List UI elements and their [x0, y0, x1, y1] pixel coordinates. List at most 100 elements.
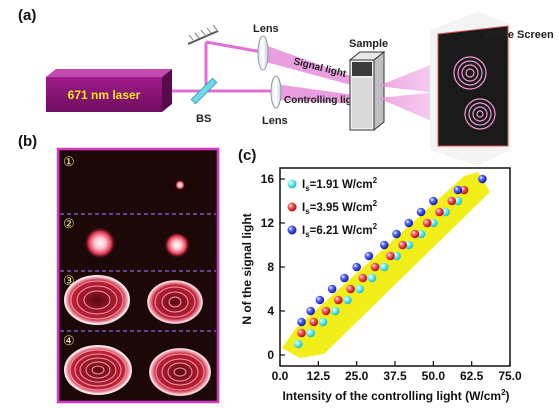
bs-label: BS — [196, 113, 211, 125]
frame-3-rings-left — [64, 275, 130, 325]
data-point — [343, 295, 352, 305]
data-point — [453, 185, 463, 195]
x-axis-label-sup: 2 — [501, 388, 506, 397]
data-point — [340, 273, 349, 283]
data-point — [352, 262, 361, 272]
data-point — [318, 317, 328, 327]
panel-b: (b) — [18, 133, 220, 404]
x-axis-label: Intensity of the controlling light (W/cm… — [282, 388, 509, 403]
x-tick-label: 0.0 — [272, 369, 289, 383]
panel-b-label: (b) — [18, 133, 37, 150]
legend-marker — [287, 225, 297, 235]
legend-entry: Is=3.95 W/cm2 — [302, 199, 378, 216]
frame-3-marker: ③ — [63, 273, 75, 288]
data-point — [422, 218, 432, 228]
x-tick-label: 75.0 — [498, 369, 522, 383]
legend-marker — [287, 202, 297, 212]
data-point — [321, 306, 331, 316]
legend-entry: Is=1.91 W/cm2 — [302, 176, 378, 193]
data-point — [392, 251, 401, 261]
x-tick-label: 37.5 — [383, 369, 407, 383]
frame-1-spot — [175, 180, 185, 190]
panel-a-label: (a) — [18, 7, 36, 24]
y-axis-label: N of the signal light — [240, 213, 254, 324]
data-point — [333, 295, 343, 305]
sample-label: Sample — [349, 38, 388, 50]
x-tick-label: 62.5 — [460, 369, 484, 383]
legend-marker — [287, 179, 297, 189]
data-point — [416, 207, 426, 217]
lens-bottom-label: Lens — [262, 115, 288, 127]
data-point — [441, 207, 450, 217]
laser-box — [46, 69, 172, 112]
screen-rings-top — [453, 56, 487, 90]
data-point — [297, 317, 306, 327]
x-axis-label-main: Intensity of the controlling light (W/cm — [282, 389, 501, 403]
data-point — [330, 306, 340, 316]
data-point — [327, 284, 337, 294]
data-point — [404, 218, 414, 228]
data-point — [306, 306, 315, 316]
panel-a: (a) BS 671 nm laser — [18, 7, 554, 166]
data-point — [392, 229, 401, 239]
x-tick-label: 12.5 — [307, 369, 331, 383]
data-point — [364, 251, 374, 261]
sample-cuvette — [348, 50, 386, 132]
data-point — [315, 295, 325, 305]
beam-splitter — [190, 77, 218, 105]
y-tick-label: 0 — [267, 348, 274, 362]
frame-dividers — [60, 213, 216, 332]
screen-rings-bottom — [464, 98, 496, 130]
y-tick-label: 16 — [261, 172, 275, 186]
data-point — [453, 196, 463, 206]
mirror — [187, 24, 219, 45]
data-point — [398, 240, 407, 250]
legend: Is=1.91 W/cm2 Is=3.95 W/cm2 Is=6.21 W/cm2 — [287, 176, 378, 239]
controlling-beam — [275, 84, 362, 104]
frame-4-rings-left — [64, 345, 132, 395]
frame-2-spot-left — [84, 227, 116, 259]
y-tick-label: 8 — [267, 260, 274, 274]
y-ticks: 0 4 8 12 16 — [261, 172, 285, 362]
frame-4-rings-right — [149, 348, 211, 396]
data-point — [297, 328, 306, 338]
data-point — [379, 262, 389, 272]
data-point — [367, 273, 377, 283]
frame-2-spot-right — [164, 232, 190, 258]
lens-top — [257, 35, 269, 71]
panel-c-label: (c) — [238, 147, 256, 164]
data-point — [358, 273, 368, 283]
data-point — [294, 339, 303, 349]
data-point — [459, 185, 469, 195]
signal-beam — [262, 44, 362, 88]
data-point — [386, 251, 395, 261]
y-tick-label: 12 — [261, 216, 275, 230]
screen-label: White Screen — [484, 29, 554, 41]
frame-1-marker: ① — [63, 154, 75, 169]
data-point — [416, 229, 426, 239]
data-point — [404, 240, 414, 250]
data-point — [429, 196, 438, 206]
lens-top-label: Lens — [253, 23, 279, 35]
panel-c: (c) 0.0 12.5 25.0 37.5 50.0 62.5 75.0 0481216 … — [238, 147, 522, 403]
data-point — [346, 284, 355, 294]
data-point — [306, 328, 315, 338]
lens-bottom — [270, 75, 282, 109]
data-point — [370, 262, 380, 272]
data-point — [309, 317, 319, 327]
legend-entry: Is=6.21 W/cm2 — [302, 222, 378, 239]
frame-3-rings-right — [147, 280, 203, 324]
data-point — [478, 174, 487, 184]
data-point — [410, 229, 420, 239]
laser-label: 671 nm laser — [68, 88, 141, 102]
y-tick-label: 4 — [267, 304, 274, 318]
x-tick-label: 50.0 — [422, 369, 446, 383]
data-point — [379, 240, 389, 250]
x-tick-label: 25.0 — [345, 369, 369, 383]
frame-4-marker: ④ — [63, 333, 75, 348]
data-point — [355, 284, 365, 294]
data-points — [294, 174, 487, 349]
controlling-light-label: Controlling light — [284, 95, 362, 106]
data-point — [429, 218, 438, 228]
data-point — [435, 207, 444, 217]
